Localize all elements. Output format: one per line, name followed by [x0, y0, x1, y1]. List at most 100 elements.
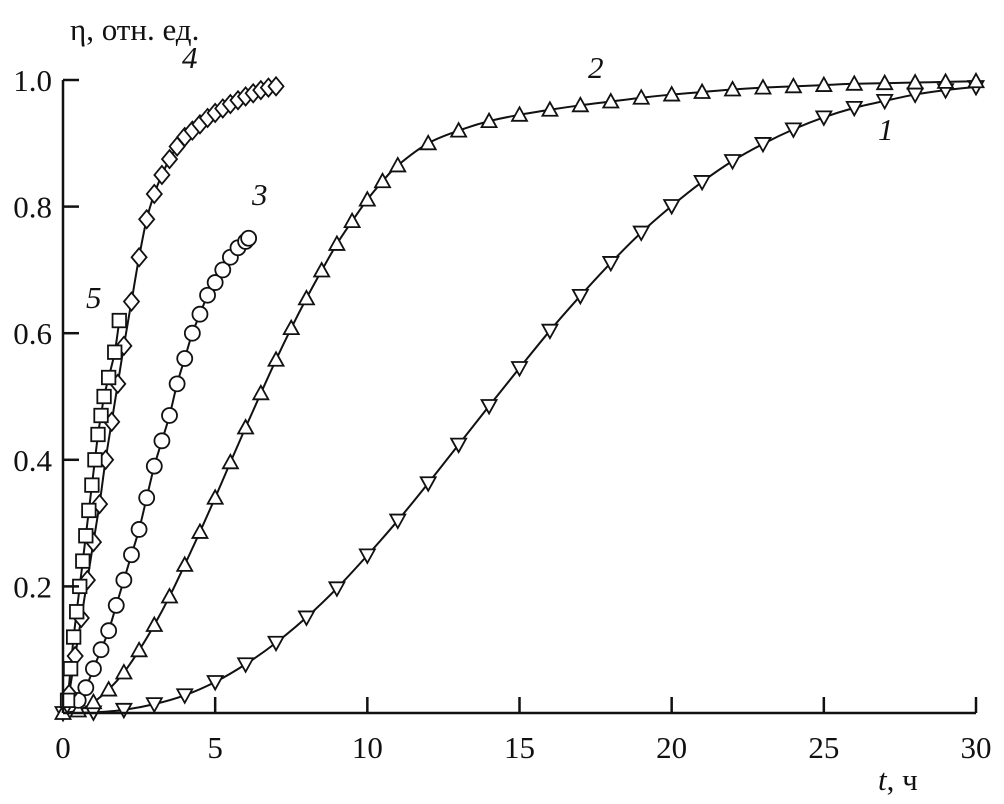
marker-triangle-down-series-1	[419, 476, 438, 493]
marker-triangle-up-series-2	[297, 289, 316, 306]
marker-circle-series-3	[77, 679, 95, 697]
marker-triangle-down-series-1	[662, 199, 681, 216]
marker-circle-series-3	[206, 274, 224, 291]
marker-triangle-up-series-2	[130, 640, 149, 658]
marker-triangle-up-series-2	[190, 522, 209, 539]
marker-circle-series-3	[176, 350, 194, 367]
marker-circle-series-3	[85, 660, 102, 678]
x-tick-label: 30	[961, 730, 992, 765]
marker-triangle-down-series-1	[814, 110, 833, 127]
marker-triangle-down-series-1	[753, 137, 772, 154]
marker-triangle-up-series-2	[160, 587, 179, 604]
marker-square-series-5	[93, 407, 109, 424]
marker-triangle-up-series-2	[206, 488, 225, 505]
marker-triangle-up-series-2	[723, 80, 742, 97]
marker-diamond-series-4	[145, 183, 163, 205]
marker-square-series-5	[66, 629, 82, 645]
marker-circle-series-3	[240, 229, 258, 247]
marker-triangle-up-series-2	[236, 418, 255, 435]
marker-triangle-down-series-1	[267, 635, 286, 653]
marker-circle-series-3	[92, 641, 110, 659]
marker-triangle-up-series-2	[267, 350, 286, 367]
marker-triangle-up-series-2	[114, 663, 133, 680]
marker-square-series-5	[96, 388, 112, 405]
marker-diamond-series-4	[122, 291, 141, 312]
marker-triangle-down-series-1	[297, 610, 316, 627]
marker-circle-series-3	[183, 324, 201, 342]
marker-circle-series-3	[123, 546, 140, 564]
marker-triangle-down-series-1	[723, 154, 742, 171]
marker-square-series-5	[81, 502, 97, 519]
x-tick-label: 5	[207, 730, 223, 765]
x-tick-label: 10	[352, 730, 383, 765]
marker-triangle-down-series-1	[175, 688, 194, 705]
marker-circle-series-3	[214, 261, 232, 279]
marker-diamond-series-4	[130, 246, 148, 268]
marker-triangle-up-series-2	[343, 211, 362, 229]
marker-triangle-down-series-1	[114, 702, 133, 720]
fit-line-5	[66, 320, 121, 701]
y-tick-label: 0.4	[13, 443, 52, 478]
curve-label-5: 5	[86, 280, 102, 315]
marker-triangle-up-series-2	[388, 156, 407, 173]
marker-circle-series-3	[115, 571, 133, 589]
marker-circle-series-3	[130, 521, 148, 538]
data-markers	[53, 71, 986, 723]
marker-triangle-up-series-2	[480, 111, 499, 129]
marker-circle-series-3	[153, 432, 171, 450]
marker-triangle-down-series-1	[206, 675, 225, 692]
marker-circle-series-3	[138, 489, 156, 507]
marker-triangle-up-series-2	[419, 133, 438, 151]
marker-triangle-up-series-2	[84, 692, 103, 710]
x-tick-label: 0	[55, 730, 71, 765]
y-tick-label: 0.8	[13, 190, 52, 225]
marker-triangle-down-series-1	[449, 437, 468, 454]
marker-square-series-5	[111, 312, 127, 329]
x-tick-label: 25	[808, 730, 839, 765]
marker-square-series-5	[90, 426, 106, 443]
y-tick-label: 0.6	[13, 316, 52, 351]
marker-triangle-up-series-2	[282, 318, 301, 336]
fit-line-1	[62, 85, 977, 714]
marker-triangle-down-series-1	[784, 122, 803, 139]
marker-triangle-up-series-2	[875, 73, 894, 91]
marker-triangle-up-series-2	[449, 121, 468, 138]
marker-circle-series-3	[100, 622, 118, 640]
marker-square-series-5	[62, 661, 79, 677]
fit-line-2	[62, 80, 977, 714]
marker-circle-series-3	[168, 375, 186, 393]
marker-square-series-5	[75, 553, 91, 569]
marker-triangle-up-series-2	[601, 92, 620, 109]
marker-diamond-series-4	[160, 148, 179, 170]
marker-triangle-down-series-1	[236, 657, 255, 674]
curve-label-4: 4	[182, 40, 198, 75]
marker-triangle-up-series-2	[936, 72, 955, 89]
marker-circle-series-3	[107, 596, 125, 614]
curve-label-3: 3	[251, 177, 268, 212]
marker-triangle-up-series-2	[327, 234, 346, 251]
marker-circle-series-3	[191, 305, 209, 323]
marker-triangle-up-series-2	[784, 76, 803, 94]
x-axis-label-var: t	[878, 762, 888, 797]
marker-circle-series-3	[145, 457, 163, 475]
marker-triangle-down-series-1	[875, 93, 894, 111]
marker-triangle-up-series-2	[312, 261, 331, 278]
marker-triangle-up-series-2	[753, 78, 772, 95]
marker-triangle-down-series-1	[327, 581, 346, 598]
marker-triangle-up-series-2	[540, 100, 559, 117]
marker-triangle-down-series-1	[145, 697, 164, 714]
marker-triangle-up-series-2	[145, 615, 164, 632]
marker-triangle-down-series-1	[388, 513, 407, 530]
marker-triangle-down-series-1	[571, 288, 590, 306]
marker-square-series-5	[69, 604, 85, 620]
curve-label-1: 1	[878, 112, 894, 147]
marker-circle-series-3	[199, 286, 216, 304]
marker-diamond-series-4	[138, 208, 156, 230]
marker-triangle-down-series-1	[693, 175, 712, 192]
marker-square-series-5	[84, 477, 100, 493]
x-axis-label: t, ч	[878, 762, 918, 797]
marker-square-series-5	[107, 344, 123, 360]
marker-triangle-up-series-2	[373, 171, 392, 189]
marker-triangle-up-series-2	[632, 88, 651, 105]
